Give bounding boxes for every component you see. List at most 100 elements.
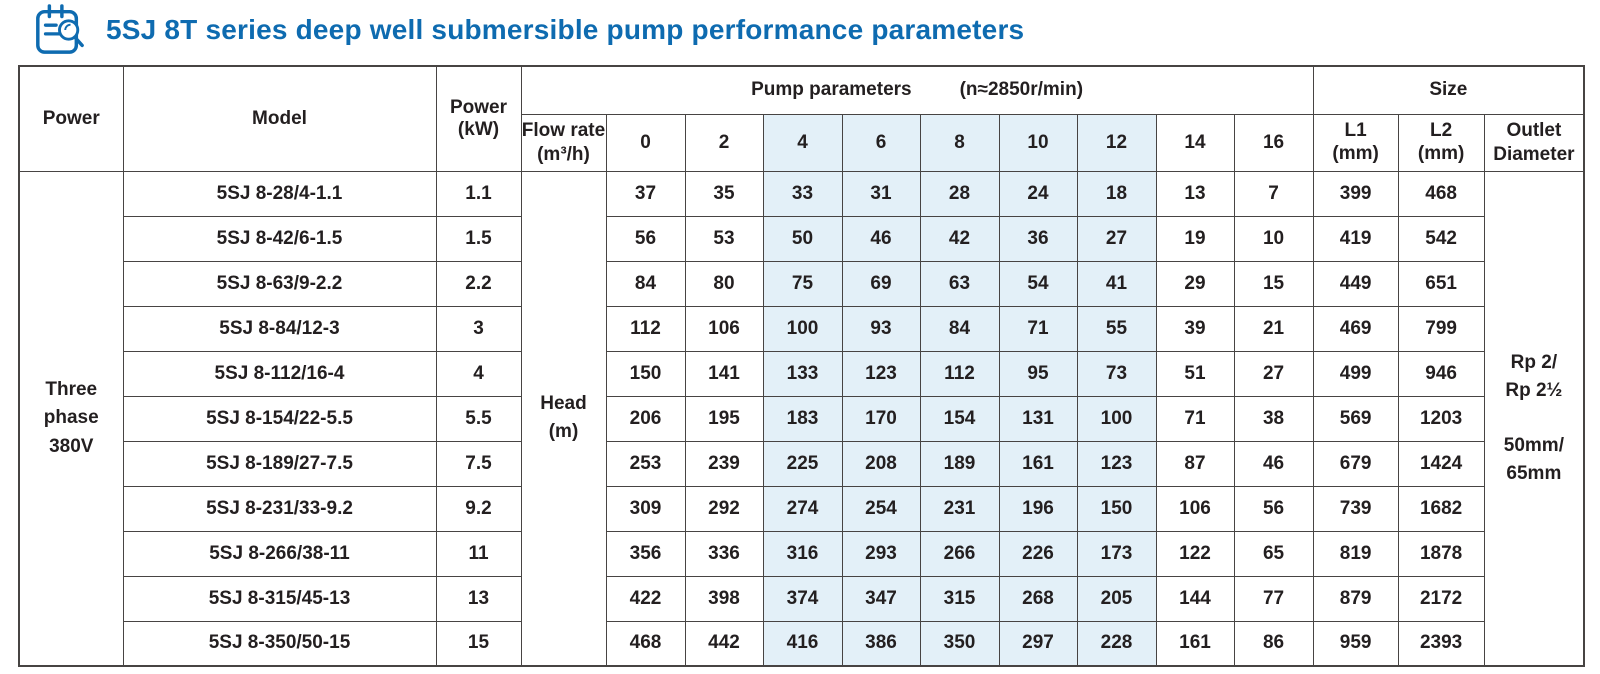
l2-cell: 1878 bbox=[1397, 530, 1485, 577]
col-header-power: Power bbox=[18, 65, 124, 172]
col-header-flow-14: 14 bbox=[1155, 113, 1235, 172]
head-value-cell: 398 bbox=[684, 575, 764, 622]
col-header-power-kw: Power (kW) bbox=[435, 65, 522, 172]
head-value-cell: 150 bbox=[605, 350, 686, 397]
head-value-cell: 50 bbox=[762, 215, 843, 262]
head-value-cell: 56 bbox=[605, 215, 686, 262]
l1-cell: 819 bbox=[1312, 530, 1399, 577]
performance-table: Power Model Power (kW) Pump parameters (n… bbox=[18, 65, 1586, 667]
head-value-cell: 36 bbox=[998, 215, 1078, 262]
head-value-cell: 65 bbox=[1233, 530, 1314, 577]
power-kw-cell: 7.5 bbox=[435, 440, 522, 487]
head-value-cell: 315 bbox=[919, 575, 1000, 622]
head-value-cell: 144 bbox=[1155, 575, 1235, 622]
col-header-flow-8: 8 bbox=[919, 113, 1000, 172]
power-kw-cell: 2.2 bbox=[435, 260, 522, 307]
head-value-cell: 10 bbox=[1233, 215, 1314, 262]
pump-speed-label: (n≈2850r/min) bbox=[959, 79, 1084, 101]
head-value-cell: 206 bbox=[605, 395, 686, 442]
head-value-cell: 422 bbox=[605, 575, 686, 622]
head-value-cell: 21 bbox=[1233, 305, 1314, 352]
l1-cell: 399 bbox=[1312, 170, 1399, 217]
head-value-cell: 84 bbox=[919, 305, 1000, 352]
head-value-cell: 161 bbox=[998, 440, 1078, 487]
head-value-cell: 293 bbox=[841, 530, 921, 577]
head-value-cell: 208 bbox=[841, 440, 921, 487]
table-row: 5SJ 8-112/16-4 4 150 141 133 123 112 95 … bbox=[19, 350, 1584, 397]
head-value-cell: 268 bbox=[998, 575, 1078, 622]
head-value-cell: 228 bbox=[1076, 620, 1157, 667]
head-value-cell: 150 bbox=[1076, 485, 1157, 532]
col-group-pump-parameters: Pump parameters (n≈2850r/min) bbox=[520, 65, 1314, 115]
power-kw-cell: 11 bbox=[435, 530, 522, 577]
head-value-cell: 100 bbox=[1076, 395, 1157, 442]
col-header-l2: L2 (mm) bbox=[1397, 113, 1485, 172]
head-value-cell: 19 bbox=[1155, 215, 1235, 262]
header-row-subcolumns: Flow rate (m³/h) 0 2 4 6 8 10 12 14 16 L… bbox=[19, 113, 1585, 172]
l1-cell: 469 bbox=[1312, 305, 1399, 352]
table-row: 5SJ 8-350/50-15 15 468 442 416 386 350 2… bbox=[19, 620, 1584, 667]
head-value-cell: 13 bbox=[1155, 170, 1235, 217]
head-value-cell: 141 bbox=[684, 350, 764, 397]
col-header-flow-12: 12 bbox=[1076, 113, 1157, 172]
head-value-cell: 53 bbox=[684, 215, 764, 262]
table-row: 5SJ 8-231/33-9.2 9.2 309 292 274 254 231… bbox=[19, 485, 1584, 532]
head-value-cell: 350 bbox=[919, 620, 1000, 667]
head-value-cell: 28 bbox=[919, 170, 1000, 217]
head-value-cell: 29 bbox=[1155, 260, 1235, 307]
model-cell: 5SJ 8-28/4-1.1 bbox=[122, 170, 437, 217]
l2-cell: 1424 bbox=[1397, 440, 1485, 487]
head-value-cell: 77 bbox=[1233, 575, 1314, 622]
power-kw-cell: 1.1 bbox=[435, 170, 522, 217]
head-value-cell: 239 bbox=[684, 440, 764, 487]
head-value-cell: 442 bbox=[684, 620, 764, 667]
head-value-cell: 205 bbox=[1076, 575, 1157, 622]
head-value-cell: 254 bbox=[841, 485, 921, 532]
l2-cell: 799 bbox=[1397, 305, 1485, 352]
head-value-cell: 93 bbox=[841, 305, 921, 352]
head-value-cell: 195 bbox=[684, 395, 764, 442]
head-value-cell: 54 bbox=[998, 260, 1078, 307]
head-value-cell: 112 bbox=[919, 350, 1000, 397]
head-value-cell: 71 bbox=[1155, 395, 1235, 442]
model-cell: 5SJ 8-84/12-3 bbox=[122, 305, 437, 352]
col-header-flow-2: 2 bbox=[684, 113, 764, 172]
head-value-cell: 106 bbox=[684, 305, 764, 352]
head-value-cell: 253 bbox=[605, 440, 686, 487]
head-value-cell: 297 bbox=[998, 620, 1078, 667]
model-cell: 5SJ 8-189/27-7.5 bbox=[122, 440, 437, 487]
model-cell: 5SJ 8-266/38-11 bbox=[122, 530, 437, 577]
header-row-groups: Power Model Power (kW) Pump parameters (n… bbox=[18, 65, 1585, 172]
power-kw-cell: 15 bbox=[435, 620, 522, 667]
col-header-flow-4: 4 bbox=[762, 113, 843, 172]
table-row: 5SJ 8-189/27-7.5 7.5 253 239 225 208 189… bbox=[19, 440, 1584, 487]
model-cell: 5SJ 8-315/45-13 bbox=[122, 575, 437, 622]
head-value-cell: 46 bbox=[1233, 440, 1314, 487]
model-cell: 5SJ 8-42/6-1.5 bbox=[122, 215, 437, 262]
model-cell: 5SJ 8-154/22-5.5 bbox=[122, 395, 437, 442]
head-value-cell: 161 bbox=[1155, 620, 1235, 667]
model-cell: 5SJ 8-112/16-4 bbox=[122, 350, 437, 397]
l2-cell: 946 bbox=[1397, 350, 1485, 397]
head-value-cell: 196 bbox=[998, 485, 1078, 532]
page-title: 5SJ 8T series deep well submersible pump… bbox=[106, 14, 1025, 45]
head-value-cell: 225 bbox=[762, 440, 843, 487]
head-value-cell: 123 bbox=[841, 350, 921, 397]
l2-cell: 2172 bbox=[1397, 575, 1485, 622]
head-value-cell: 42 bbox=[919, 215, 1000, 262]
col-header-flow-0: 0 bbox=[605, 113, 686, 172]
l1-cell: 449 bbox=[1312, 260, 1399, 307]
l1-cell: 739 bbox=[1312, 485, 1399, 532]
head-value-cell: 309 bbox=[605, 485, 686, 532]
head-value-cell: 183 bbox=[762, 395, 843, 442]
head-value-cell: 15 bbox=[1233, 260, 1314, 307]
l2-cell: 2393 bbox=[1397, 620, 1485, 667]
head-value-cell: 27 bbox=[1233, 350, 1314, 397]
model-cell: 5SJ 8-231/33-9.2 bbox=[122, 485, 437, 532]
head-value-cell: 374 bbox=[762, 575, 843, 622]
l1-cell: 879 bbox=[1312, 575, 1399, 622]
head-value-cell: 86 bbox=[1233, 620, 1314, 667]
head-value-cell: 316 bbox=[762, 530, 843, 577]
head-value-cell: 95 bbox=[998, 350, 1078, 397]
head-value-cell: 154 bbox=[919, 395, 1000, 442]
